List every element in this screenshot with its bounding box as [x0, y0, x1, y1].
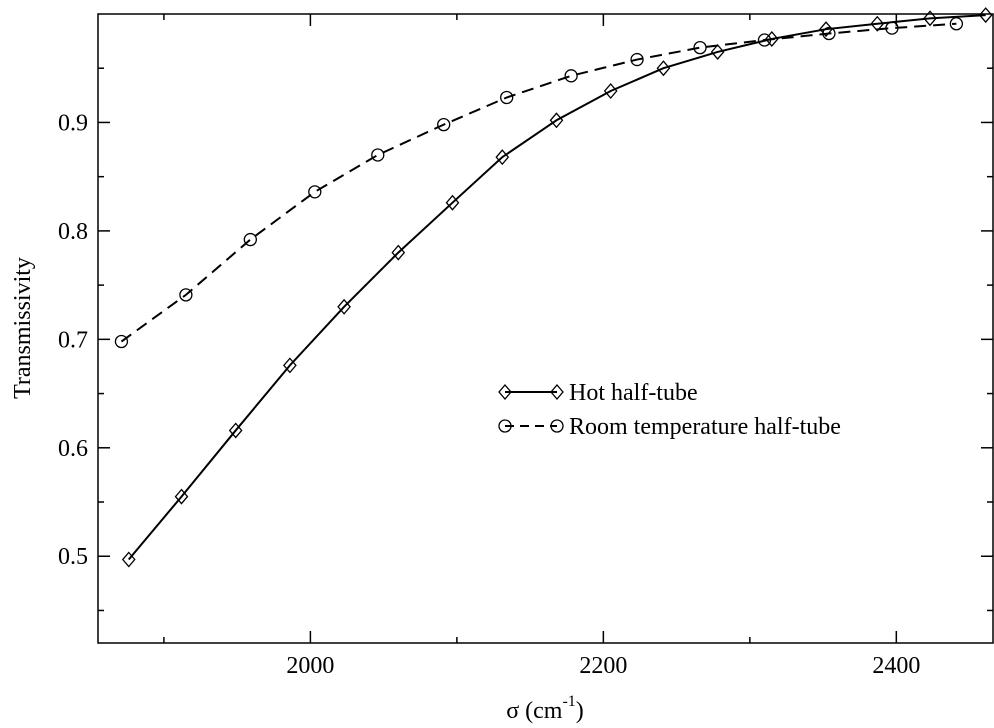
marker-circle	[630, 52, 644, 67]
x-axis-title: σ (cm-1)	[506, 693, 584, 724]
marker-diamond	[870, 15, 885, 32]
marker-circle	[564, 69, 578, 83]
marker-circle	[822, 26, 836, 41]
series-line	[120, 22, 957, 343]
marker-circle	[437, 117, 451, 132]
legend-marker	[498, 419, 512, 433]
x-tick-label: 2000	[286, 653, 334, 679]
marker-diamond	[603, 82, 618, 99]
x-tick-label: 2400	[872, 653, 920, 679]
marker-diamond	[764, 30, 779, 47]
marker-diamond	[445, 194, 460, 211]
y-tick-label: 0.9	[58, 110, 88, 136]
marker-diamond	[337, 298, 351, 315]
marker-diamond	[228, 422, 243, 439]
marker-diamond	[495, 149, 510, 166]
marker-circle	[885, 21, 899, 35]
marker-circle	[243, 232, 257, 247]
y-tick-label: 0.6	[58, 436, 88, 462]
marker-diamond	[391, 244, 406, 261]
legend-marker	[550, 384, 564, 400]
marker-diamond	[549, 112, 564, 129]
marker-diamond	[174, 488, 189, 505]
x-axis-title-sup: -1	[562, 693, 575, 710]
marker-diamond	[656, 60, 671, 77]
legend-label: Room temperature half-tube	[569, 414, 841, 440]
y-tick-label: 0.8	[58, 219, 88, 245]
marker-circle	[114, 334, 129, 349]
y-axis-title: Transmissivity	[10, 257, 36, 399]
marker-diamond	[978, 7, 993, 24]
y-tick-label: 0.7	[58, 327, 88, 353]
legend-marker	[498, 384, 512, 400]
legend-marker	[550, 419, 564, 433]
marker-diamond	[283, 357, 297, 374]
plot-frame	[97, 13, 994, 644]
marker-circle	[308, 185, 322, 199]
x-tick-label: 2200	[579, 653, 627, 679]
marker-circle	[371, 148, 385, 162]
legend-label: Hot half-tube	[569, 380, 698, 406]
marker-circle	[949, 17, 964, 31]
x-axis-title-end: )	[576, 698, 584, 724]
marker-circle	[757, 33, 772, 47]
marker-diamond	[121, 551, 136, 568]
marker-circle	[693, 40, 707, 55]
y-tick-label: 0.5	[58, 544, 88, 570]
marker-diamond	[923, 10, 937, 27]
marker-diamond	[819, 21, 833, 38]
marker-circle	[179, 288, 193, 302]
x-axis-title-main: σ (cm	[506, 698, 563, 724]
marker-diamond	[710, 43, 725, 60]
series-line	[127, 14, 986, 561]
marker-circle	[500, 90, 514, 105]
